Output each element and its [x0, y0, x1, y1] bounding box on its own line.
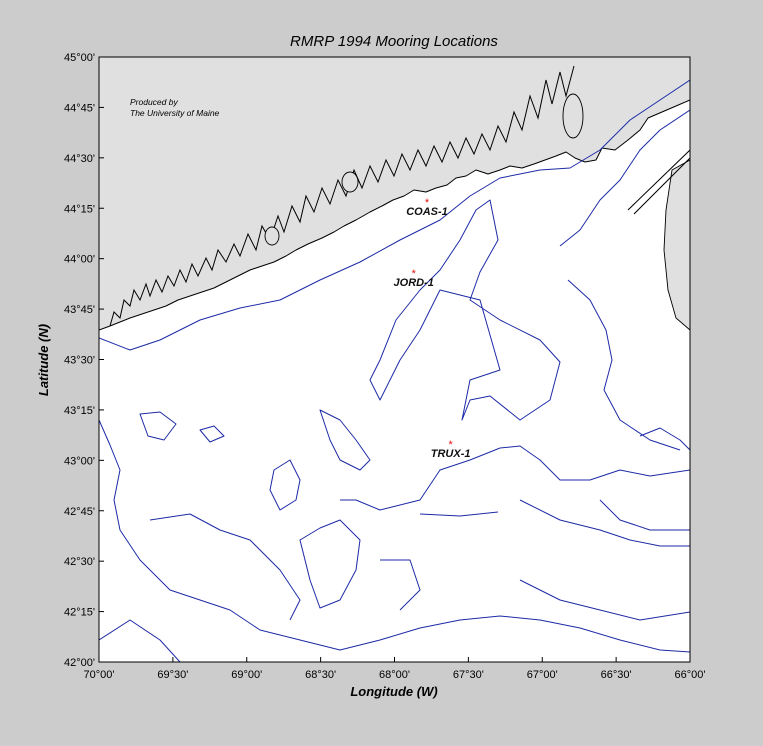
x-tick-label: 68°30' — [305, 669, 336, 681]
y-tick-label: 43°15' — [64, 405, 95, 417]
credit-line-2: The University of Maine — [130, 108, 220, 118]
station-label: TRUX-1 — [431, 448, 471, 460]
x-tick-label: 70°00' — [84, 669, 115, 681]
y-axis-label: Latitude (N) — [36, 324, 51, 396]
y-axis-ticks: 45°00' 44°45' 44°30' 44°15' 44°00' 43°45' 43°3… — [64, 52, 104, 669]
x-tick-label: 66°30' — [601, 669, 632, 681]
y-tick-label: 42°15' — [64, 607, 95, 619]
y-tick-label: 42°00' — [64, 657, 95, 669]
station-marker: * — [412, 268, 417, 280]
station-marker: * — [449, 439, 454, 451]
maine-coast-land — [99, 57, 690, 331]
bay-of-fundy-edge — [627, 149, 690, 215]
x-tick-label: 69°30' — [157, 669, 188, 681]
y-tick-label: 43°45' — [64, 304, 95, 316]
y-tick-label: 44°45' — [64, 102, 95, 114]
y-tick-label: 43°30' — [64, 355, 95, 367]
y-tick-label: 44°15' — [64, 203, 95, 215]
y-tick-label: 45°00' — [64, 52, 95, 64]
station-layer: *COAS-1*JORD-1*TRUX-1 — [394, 197, 471, 460]
station-label: COAS-1 — [406, 206, 448, 218]
x-tick-label: 67°30' — [453, 669, 484, 681]
island — [341, 171, 359, 193]
coastline-detail — [109, 65, 575, 327]
map-title: RMRP 1994 Mooring Locations — [290, 33, 498, 50]
credit-line-1: Produced by — [130, 97, 178, 107]
y-tick-label: 42°45' — [64, 506, 95, 518]
island — [264, 226, 280, 246]
x-tick-label: 67°00' — [527, 669, 558, 681]
station-marker: * — [425, 197, 430, 209]
island — [562, 93, 584, 139]
y-tick-label: 42°30' — [64, 556, 95, 568]
x-axis-label: Longitude (W) — [350, 684, 437, 699]
y-tick-label: 44°30' — [64, 153, 95, 165]
x-tick-label: 69°00' — [231, 669, 262, 681]
x-axis-ticks: 70°00' 69°30' 69°00' 68°30' 68°00' 67°30' 67°0… — [84, 657, 706, 681]
bathymetry-contours — [99, 79, 690, 662]
station-label: JORD-1 — [394, 277, 434, 289]
x-tick-label: 68°00' — [379, 669, 410, 681]
y-tick-label: 43°00' — [64, 455, 95, 467]
y-tick-label: 44°00' — [64, 254, 95, 266]
map-content: *COAS-1*JORD-1*TRUX-1 — [99, 57, 690, 662]
nova-scotia-land — [663, 159, 690, 331]
x-tick-label: 66°00' — [675, 669, 706, 681]
